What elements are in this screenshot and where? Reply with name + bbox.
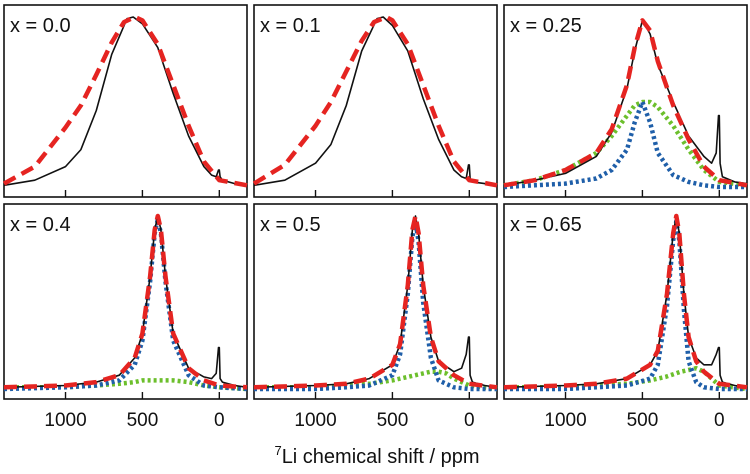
- panel-label: x = 0.5: [260, 214, 321, 236]
- series-experimental: [253, 16, 498, 187]
- x-axis-label: 7Li chemical shift / ppm: [274, 443, 479, 468]
- series-fit: [503, 213, 748, 390]
- series-fit: [2, 14, 248, 188]
- panel-label: x = 0.65: [510, 214, 582, 236]
- panel-4: x = 0.4 1000 500 0: [3, 203, 248, 431]
- tick-label: 500: [377, 410, 409, 431]
- panel-1: x = 0.0: [2, 4, 248, 198]
- tick-label: 500: [127, 410, 159, 431]
- series-component-1: [504, 218, 747, 392]
- panel-label: x = 0.0: [10, 15, 71, 37]
- series-component-2: [503, 99, 748, 188]
- series-fit: [252, 14, 498, 188]
- x-axis-label-superscript: 7: [274, 443, 281, 458]
- panel-6: x = 0.65 1000 500 0: [503, 203, 748, 431]
- panel-frame: [503, 4, 748, 198]
- panel-frame: [503, 203, 748, 400]
- series-fit: [3, 213, 248, 390]
- tick-label: 1000: [294, 410, 336, 431]
- series-fit: [253, 213, 498, 390]
- tick-label: 0: [714, 410, 725, 431]
- tick-label: 1000: [44, 410, 86, 431]
- x-axis-label-text: Li chemical shift / ppm: [282, 446, 480, 468]
- tick-label: 500: [627, 410, 659, 431]
- series-fit: [503, 18, 748, 188]
- tick-label: 1000: [544, 410, 586, 431]
- tick-label: 0: [214, 410, 225, 431]
- series-experimental: [3, 16, 248, 187]
- panel-label: x = 0.1: [260, 15, 321, 37]
- panel-frame: [253, 203, 498, 400]
- tick-label: 0: [464, 410, 475, 431]
- series-component-1: [503, 99, 747, 190]
- panel-3: x = 0.25: [503, 4, 748, 198]
- panel-label: x = 0.4: [10, 214, 71, 236]
- panel-5: x = 0.5 1000 500 0: [253, 203, 498, 431]
- panel-label: x = 0.25: [510, 15, 582, 37]
- panel-2: x = 0.1: [252, 4, 498, 198]
